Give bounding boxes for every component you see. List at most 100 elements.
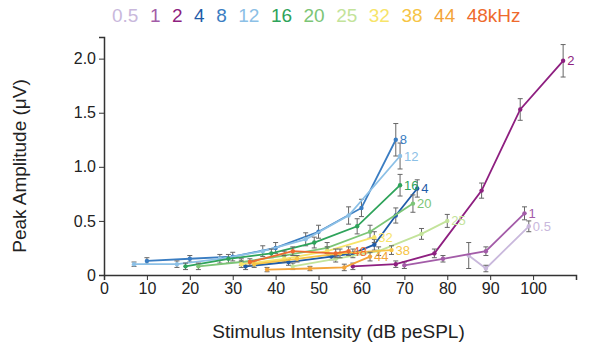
x-tick-label: 20: [181, 280, 199, 297]
data-point: [402, 263, 406, 267]
series-end-label: 48: [353, 244, 367, 259]
x-tick: 90: [482, 275, 500, 297]
series-end-label: 25: [451, 213, 465, 228]
error-bar: [217, 254, 222, 263]
series-line: [246, 188, 418, 266]
y-tick-label: 2.0: [74, 50, 96, 67]
x-axis-line: [105, 276, 577, 281]
data-point: [368, 230, 372, 234]
x-tick-label: 70: [396, 280, 414, 297]
y-tick-line: [99, 221, 104, 222]
x-tick-label: 10: [139, 280, 157, 297]
x-tick-line: [404, 275, 405, 280]
legend-entry: 12: [238, 5, 259, 26]
series: [290, 214, 449, 269]
series-line: [293, 221, 447, 266]
x-tick: 40: [267, 275, 285, 297]
data-point: [145, 259, 149, 263]
legend-entry: 0.5: [112, 5, 138, 26]
y-tick: 0: [87, 267, 104, 284]
error-bar: [290, 247, 295, 256]
series-line: [198, 204, 413, 267]
data-point: [269, 251, 273, 255]
data-point: [295, 257, 299, 261]
data-point: [303, 237, 307, 241]
data-point: [372, 235, 376, 239]
error-bar: [368, 225, 373, 238]
legend-entry: 20: [304, 5, 325, 26]
data-point: [132, 262, 136, 266]
y-tick-label: 0.5: [74, 213, 96, 230]
data-point: [394, 262, 398, 266]
x-tick-line: [147, 275, 148, 280]
x-tick: 80: [439, 275, 457, 297]
data-point: [398, 154, 402, 158]
data-point: [484, 249, 488, 253]
error-bar: [483, 265, 488, 271]
x-axis: 0102030405060708090100: [100, 275, 576, 297]
end-labels: 0.512481216202532384448: [353, 53, 575, 264]
y-tick-line: [99, 167, 104, 168]
series: [466, 221, 531, 272]
error-bar: [187, 256, 192, 262]
data-point: [561, 59, 565, 63]
x-tick-line: [361, 275, 362, 280]
error-bar: [368, 252, 373, 261]
x-tick: 50: [310, 275, 328, 297]
series-end-label: 4: [421, 181, 428, 196]
data-point: [522, 211, 526, 215]
y-tick: 1.5: [74, 104, 104, 121]
data-point: [308, 266, 312, 270]
x-tick: 100: [520, 275, 547, 297]
data-point: [183, 264, 187, 268]
y-axis-title: Peak Amplitude (μV): [9, 79, 30, 253]
error-bar: [518, 99, 523, 121]
series-line: [241, 237, 374, 264]
x-tick: 20: [181, 275, 199, 297]
data-point: [398, 183, 402, 187]
legend-entry: 1: [150, 5, 161, 26]
series-end-label: 0.5: [533, 219, 551, 234]
data-point: [394, 138, 398, 142]
y-tick-label: 0: [87, 267, 96, 284]
legend-entry: 44: [434, 5, 456, 26]
series-line: [469, 226, 529, 268]
series: [183, 174, 403, 269]
data-point: [196, 264, 200, 268]
x-tick: 10: [139, 275, 157, 297]
data-point: [359, 206, 363, 210]
error-bar: [247, 259, 252, 265]
data-point: [346, 213, 350, 217]
error-bar: [132, 262, 137, 266]
data-point: [342, 265, 346, 269]
series-end-label: 12: [404, 149, 418, 164]
data-point: [445, 219, 449, 223]
data-point: [368, 254, 372, 258]
x-tick-label: 50: [310, 280, 328, 297]
error-bar: [561, 45, 566, 77]
error-bar: [333, 249, 338, 258]
error-bar: [174, 261, 179, 267]
error-bar: [466, 243, 471, 269]
series-end-label: 32: [378, 230, 392, 245]
legend-entry: 2: [172, 5, 183, 26]
data-point: [355, 224, 359, 228]
x-tick-label: 80: [439, 280, 457, 297]
error-bar: [239, 261, 244, 267]
x-tick-label: 40: [267, 280, 285, 297]
data-point: [312, 240, 316, 244]
y-axis-line: [99, 38, 105, 276]
data-point: [441, 257, 445, 261]
y-tick: 2.0: [74, 50, 104, 67]
legend-entry: 16: [271, 5, 292, 26]
plot-area: [132, 45, 566, 272]
data-point: [479, 188, 483, 192]
x-tick-label: 60: [353, 280, 371, 297]
x-tick-line: [447, 275, 448, 280]
chart: 010203040506070809010000.51.01.52.0Stimu…: [0, 0, 600, 348]
y-tick-line: [99, 275, 104, 276]
error-bar: [183, 263, 188, 269]
error-bar: [522, 207, 527, 220]
y-tick: 1.0: [74, 158, 104, 175]
error-bar: [307, 266, 312, 270]
